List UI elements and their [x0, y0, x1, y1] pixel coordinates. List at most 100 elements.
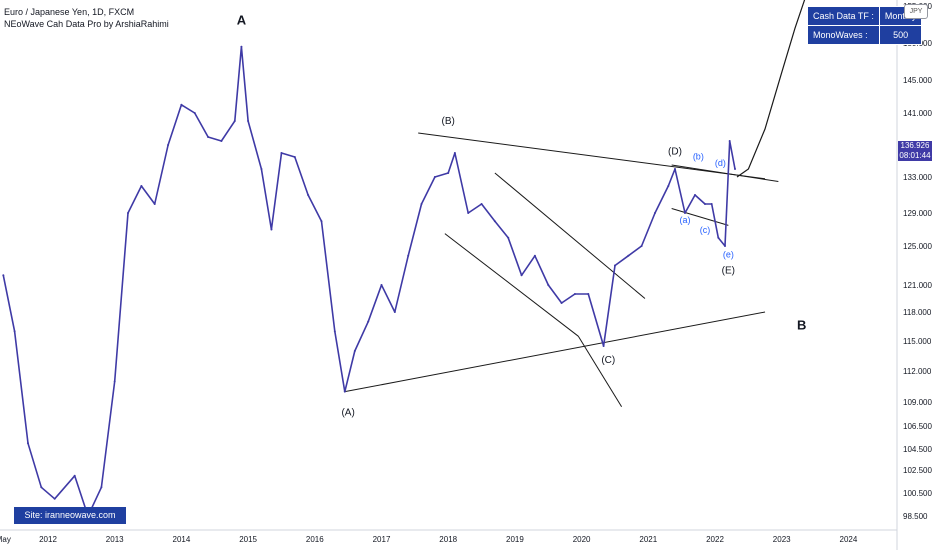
- price-point: [602, 345, 605, 347]
- trendline: [577, 335, 623, 408]
- price-point: [433, 176, 436, 178]
- price-point: [507, 236, 510, 239]
- x-tick-label: 2023: [773, 535, 791, 544]
- y-tick-label: 141.000: [903, 109, 932, 118]
- trendline: [444, 233, 579, 337]
- price-series-line: [2, 45, 736, 517]
- price-point: [724, 245, 727, 247]
- y-tick-label: 104.500: [903, 445, 932, 454]
- price-point: [693, 194, 696, 196]
- info-panel: Cash Data TF : Monthly MonoWaves : 500: [807, 6, 923, 45]
- info-value: 500: [878, 25, 923, 45]
- price-point: [640, 245, 643, 247]
- trendline: [494, 172, 646, 299]
- price-point: [193, 112, 196, 114]
- y-tick-label: 102.500: [903, 466, 932, 475]
- price-point: [343, 390, 346, 393]
- price-point: [560, 302, 563, 304]
- y-tick-label: 115.000: [903, 337, 932, 346]
- wave-label: (e): [723, 250, 734, 260]
- wave-label: (B): [442, 116, 455, 127]
- x-tick-label: 2012: [39, 535, 57, 544]
- price-point: [153, 203, 156, 205]
- price-point: [533, 254, 536, 257]
- wave-label: (D): [668, 147, 682, 158]
- x-tick-label: 2022: [706, 535, 724, 544]
- wave-label: B: [797, 317, 806, 332]
- y-tick-label: 98.500: [903, 512, 928, 521]
- price-point: [247, 120, 250, 122]
- y-tick-label: 121.000: [903, 281, 932, 290]
- x-tick-label: 2018: [439, 535, 457, 544]
- price-point: [280, 152, 283, 154]
- y-tick-label: 129.000: [903, 209, 932, 218]
- price-point: [480, 203, 483, 205]
- info-row-timeframe: Cash Data TF : Monthly: [807, 6, 923, 26]
- price-point: [380, 284, 383, 286]
- site-label: Site: iranneowave.com: [14, 507, 126, 524]
- currency-badge[interactable]: JPY: [904, 4, 928, 19]
- wave-label: (d): [715, 158, 726, 168]
- x-tick-label: 2015: [239, 535, 257, 544]
- y-tick-label: 145.000: [903, 76, 932, 85]
- info-label: MonoWaves :: [807, 25, 880, 45]
- trendline: [344, 311, 766, 393]
- wave-label: (b): [693, 151, 704, 161]
- x-tick-label: 2014: [173, 535, 191, 544]
- price-point: [447, 172, 450, 174]
- price-point: [260, 168, 263, 170]
- price-point: [320, 220, 323, 223]
- price-point: [240, 45, 243, 48]
- x-tick-label: 2024: [840, 535, 858, 544]
- price-point: [667, 185, 670, 187]
- price-point: [180, 103, 183, 106]
- price-point: [353, 350, 356, 352]
- price-point: [293, 156, 296, 158]
- price-point: [493, 220, 496, 223]
- price-point: [307, 194, 310, 196]
- last-price-tag: 136.926 08:01:44: [898, 141, 932, 161]
- price-point: [710, 203, 713, 205]
- price-point: [728, 140, 731, 142]
- price-point: [717, 236, 720, 239]
- price-point: [113, 380, 116, 383]
- projection-curve: [736, 0, 806, 178]
- indicator-name: NEoWave Cah Data Pro by ArshiaRahimi: [4, 19, 169, 29]
- price-point: [167, 144, 170, 146]
- price-point: [703, 203, 706, 205]
- price-point: [407, 254, 410, 257]
- wave-label: (a): [679, 215, 690, 225]
- trendline: [671, 164, 779, 182]
- countdown-value: 08:01:44: [899, 151, 931, 160]
- x-tick-label: May: [0, 535, 11, 544]
- x-tick-label: 2017: [373, 535, 391, 544]
- price-point: [40, 486, 43, 489]
- y-tick-label: 133.000: [903, 173, 932, 182]
- y-tick-label: 118.000: [903, 308, 932, 317]
- y-tick-label: 109.000: [903, 398, 932, 407]
- wave-label: (C): [601, 355, 615, 366]
- price-point: [26, 442, 29, 445]
- price-point: [520, 274, 523, 277]
- info-row-monowaves: MonoWaves : 500: [807, 25, 923, 45]
- y-tick-label: 112.000: [903, 367, 932, 376]
- price-point: [13, 330, 16, 333]
- price-point: [333, 330, 336, 333]
- price-point: [653, 212, 656, 214]
- info-label: Cash Data TF :: [807, 6, 880, 26]
- trendline: [418, 132, 766, 180]
- last-price-value: 136.926: [900, 141, 930, 150]
- price-point: [53, 497, 56, 500]
- y-tick-label: 106.500: [903, 422, 932, 431]
- price-point: [734, 168, 737, 170]
- wave-label: (E): [722, 265, 735, 276]
- price-point: [683, 212, 686, 214]
- price-point: [613, 264, 616, 267]
- trendline: [671, 208, 729, 226]
- x-tick-label: 2021: [639, 535, 657, 544]
- price-point: [573, 293, 576, 295]
- y-tick-label: 125.000: [903, 242, 932, 251]
- price-point: [220, 140, 223, 142]
- price-point: [270, 228, 273, 231]
